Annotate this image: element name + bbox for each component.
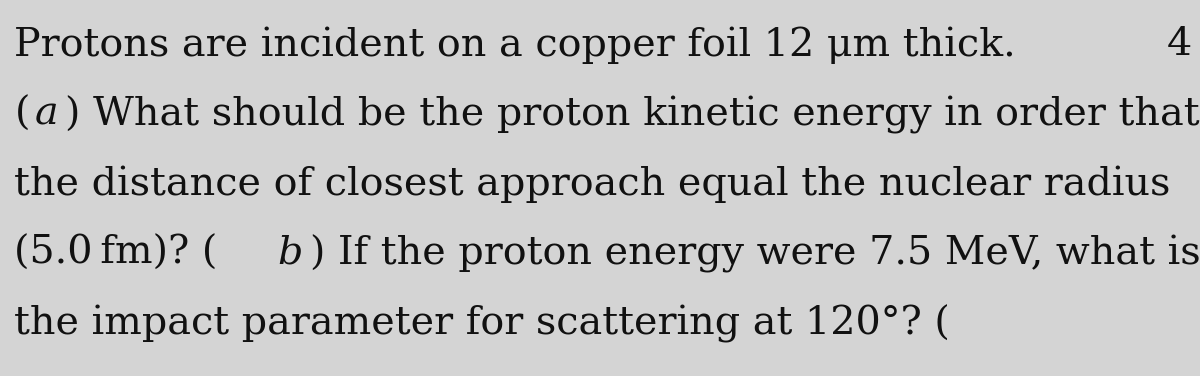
Text: 4: 4	[1166, 26, 1192, 63]
Text: (: (	[14, 96, 30, 133]
Text: a: a	[35, 96, 58, 133]
Text: ) If the proton energy were 7.5 MeV, what is: ) If the proton energy were 7.5 MeV, wha…	[310, 235, 1200, 273]
Text: Protons are incident on a copper foil 12 μm thick.: Protons are incident on a copper foil 12…	[14, 26, 1016, 64]
Text: the impact parameter for scattering at 120°? (: the impact parameter for scattering at 1…	[14, 305, 950, 343]
Text: the distance of closest approach equal the nuclear radius: the distance of closest approach equal t…	[14, 165, 1171, 203]
Text: (5.0 fm)? (: (5.0 fm)? (	[14, 235, 217, 272]
Text: b: b	[277, 235, 302, 272]
Text: ) What should be the proton kinetic energy in order that: ) What should be the proton kinetic ener…	[65, 96, 1200, 134]
